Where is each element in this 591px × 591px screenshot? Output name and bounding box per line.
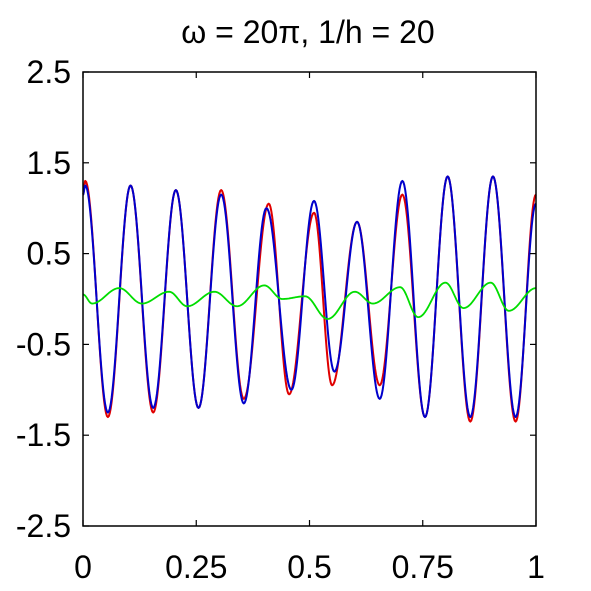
x-tick-label: 0.5 xyxy=(287,549,331,585)
tick-layer: -2.5 -1.5 -0.5 0.5 1.5 2.5 0 0.25 0.5 0.75 1 xyxy=(16,54,545,585)
y-tick-label: -2.5 xyxy=(16,508,71,544)
x-tick-label: 0 xyxy=(74,549,92,585)
x-tick-label: 0.75 xyxy=(392,549,454,585)
y-tick-label: -1.5 xyxy=(16,417,71,453)
series-line-3 xyxy=(82,281,537,320)
y-tick-label: -0.5 xyxy=(16,326,71,362)
x-tick-label: 0.25 xyxy=(165,549,227,585)
chart-title: ω = 20π, 1/h = 20 xyxy=(181,14,434,50)
y-tick-label: 2.5 xyxy=(27,54,71,90)
x-tick-label: 1 xyxy=(527,549,545,585)
series-layer xyxy=(82,175,537,423)
y-tick-label: 0.5 xyxy=(27,236,71,272)
series-line-2 xyxy=(82,175,537,419)
y-tick-label: 1.5 xyxy=(27,145,71,181)
